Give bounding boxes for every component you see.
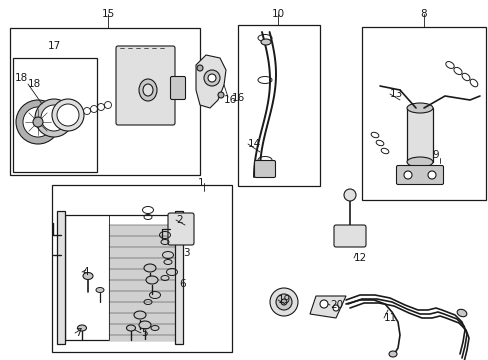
Polygon shape	[109, 313, 175, 323]
Ellipse shape	[388, 351, 396, 357]
Text: 6: 6	[179, 279, 185, 289]
Circle shape	[207, 74, 216, 82]
Bar	[175, 211, 183, 344]
Ellipse shape	[174, 84, 182, 92]
Ellipse shape	[139, 79, 157, 101]
Bar	[52, 185, 231, 352]
Polygon shape	[109, 291, 175, 301]
Ellipse shape	[261, 39, 270, 45]
Text: 2: 2	[176, 215, 182, 225]
Ellipse shape	[139, 321, 151, 329]
Polygon shape	[109, 236, 175, 246]
Ellipse shape	[142, 84, 153, 96]
Bar	[65, 215, 175, 340]
Circle shape	[269, 288, 297, 316]
Text: 12: 12	[353, 253, 366, 263]
Circle shape	[218, 92, 224, 98]
Bar	[406, 108, 432, 162]
Circle shape	[319, 300, 327, 308]
Polygon shape	[109, 225, 175, 235]
Polygon shape	[109, 258, 175, 268]
Circle shape	[275, 294, 291, 310]
FancyBboxPatch shape	[168, 213, 194, 245]
Text: 15: 15	[101, 9, 114, 19]
Polygon shape	[309, 296, 346, 318]
Ellipse shape	[134, 311, 146, 319]
Circle shape	[203, 70, 220, 86]
Text: 19: 19	[278, 295, 291, 305]
Circle shape	[281, 299, 286, 305]
Ellipse shape	[151, 325, 159, 330]
Ellipse shape	[406, 157, 432, 167]
FancyBboxPatch shape	[254, 161, 275, 177]
Text: 17: 17	[47, 41, 61, 51]
Bar	[10, 28, 200, 175]
Text: 1: 1	[197, 178, 203, 188]
Text: 5: 5	[141, 328, 147, 338]
Polygon shape	[109, 269, 175, 279]
Text: 4: 4	[82, 267, 88, 277]
Circle shape	[403, 171, 411, 179]
Circle shape	[35, 99, 73, 137]
Text: 18: 18	[28, 79, 41, 89]
Polygon shape	[109, 335, 175, 340]
Ellipse shape	[77, 325, 86, 331]
Text: 7: 7	[75, 328, 81, 338]
Circle shape	[16, 100, 60, 144]
Circle shape	[332, 305, 338, 311]
Ellipse shape	[146, 276, 158, 284]
Ellipse shape	[83, 273, 93, 279]
FancyBboxPatch shape	[396, 166, 443, 184]
Ellipse shape	[143, 264, 156, 272]
Circle shape	[52, 99, 84, 131]
Ellipse shape	[126, 325, 135, 331]
FancyBboxPatch shape	[116, 46, 175, 125]
Text: 9: 9	[431, 150, 438, 160]
Circle shape	[41, 105, 67, 131]
Circle shape	[427, 171, 435, 179]
Bar	[361, 27, 485, 200]
Text: 3: 3	[183, 248, 189, 258]
Bar	[57, 211, 65, 344]
Text: 10: 10	[271, 9, 284, 19]
Text: 13: 13	[389, 89, 403, 99]
Circle shape	[23, 107, 53, 137]
Polygon shape	[109, 324, 175, 334]
Text: 16: 16	[224, 95, 237, 105]
Polygon shape	[196, 55, 225, 108]
FancyBboxPatch shape	[170, 77, 185, 99]
Text: 18: 18	[15, 73, 28, 83]
Ellipse shape	[406, 103, 432, 113]
Circle shape	[57, 104, 79, 126]
Ellipse shape	[96, 288, 104, 292]
Polygon shape	[109, 302, 175, 312]
Polygon shape	[109, 247, 175, 257]
Circle shape	[197, 65, 203, 71]
Circle shape	[33, 117, 43, 127]
FancyBboxPatch shape	[333, 225, 365, 247]
Text: 11: 11	[383, 313, 396, 323]
Text: 20: 20	[329, 300, 343, 310]
Text: 14: 14	[247, 139, 261, 149]
Bar	[238, 25, 319, 186]
Polygon shape	[109, 280, 175, 290]
Text: 8: 8	[420, 9, 427, 19]
Ellipse shape	[456, 309, 466, 317]
Bar	[13, 58, 97, 172]
Circle shape	[343, 189, 355, 201]
Text: 16: 16	[231, 93, 245, 103]
